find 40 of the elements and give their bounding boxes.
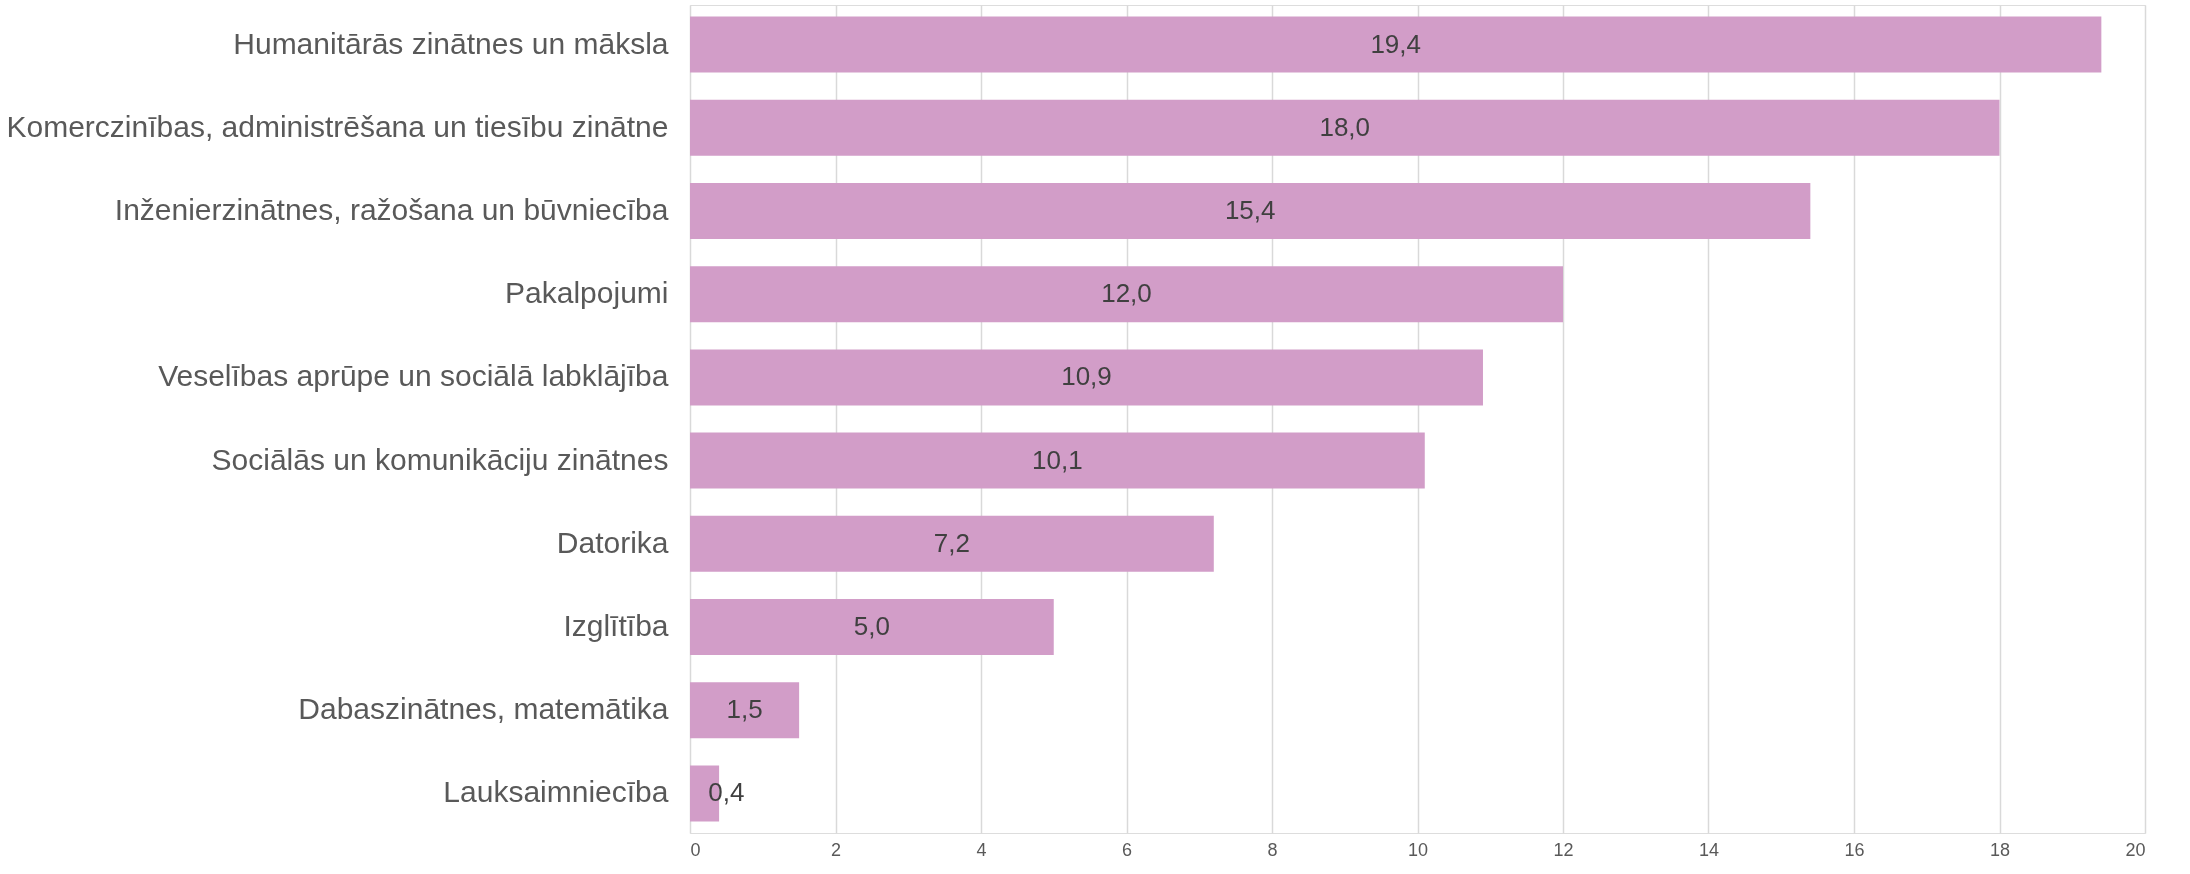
bar — [690, 349, 1483, 406]
y-tick-label: Datorika — [556, 525, 669, 559]
data-label: 0,4 — [708, 777, 745, 808]
x-tick-label: 20 — [2125, 839, 2146, 860]
data-label: 15,4 — [1224, 194, 1276, 225]
x-tick-label: 18 — [1989, 839, 2011, 860]
bar — [690, 432, 1425, 489]
bar — [690, 16, 2102, 73]
data-label: 12,0 — [1101, 278, 1152, 309]
x-tick-label: 8 — [1267, 839, 1278, 860]
bar — [690, 182, 1811, 239]
bar — [690, 99, 2000, 156]
y-tick-label: Komerczinības, administrēšana un tiesību zinātne — [6, 109, 669, 143]
y-tick-label: Dabaszinātnes, matemātika — [298, 692, 669, 726]
y-tick-label: Humanitārās zinātnes un māksla — [233, 26, 669, 60]
data-label: 19,4 — [1370, 28, 1421, 59]
x-tick-label: 10 — [1407, 839, 1429, 860]
x-tick-label: 4 — [976, 839, 987, 860]
x-tick-label: 14 — [1698, 839, 1720, 860]
x-tick-label: 16 — [1844, 839, 1865, 860]
data-label: 10,1 — [1032, 444, 1083, 475]
x-tick-label: 6 — [1121, 839, 1133, 860]
y-tick-label: Inženierzinātnes, ražošana un būvniecība — [114, 192, 669, 226]
y-tick-label: Veselības aprūpe un sociālā labklājība — [158, 359, 669, 393]
y-tick-label: Sociālās un komunikāciju zinātnes — [211, 442, 669, 476]
bar — [690, 682, 800, 739]
data-label: 7,2 — [933, 527, 970, 558]
data-label: 18,0 — [1319, 111, 1371, 142]
y-tick-label: Izglītība — [563, 609, 669, 643]
y-tick-label: Lauksaimniecība — [443, 775, 669, 809]
bar — [690, 599, 1054, 656]
x-tick-label: 12 — [1553, 839, 1574, 860]
x-tick-label: 0 — [690, 839, 701, 860]
x-tick-label: 2 — [830, 839, 842, 860]
y-tick-label: Pakalpojumi — [505, 276, 669, 310]
bar — [690, 266, 1563, 323]
data-label: 1,5 — [726, 694, 763, 725]
data-label: 10,9 — [1061, 361, 1112, 392]
bar — [690, 515, 1214, 572]
data-label: 5,0 — [853, 611, 890, 642]
